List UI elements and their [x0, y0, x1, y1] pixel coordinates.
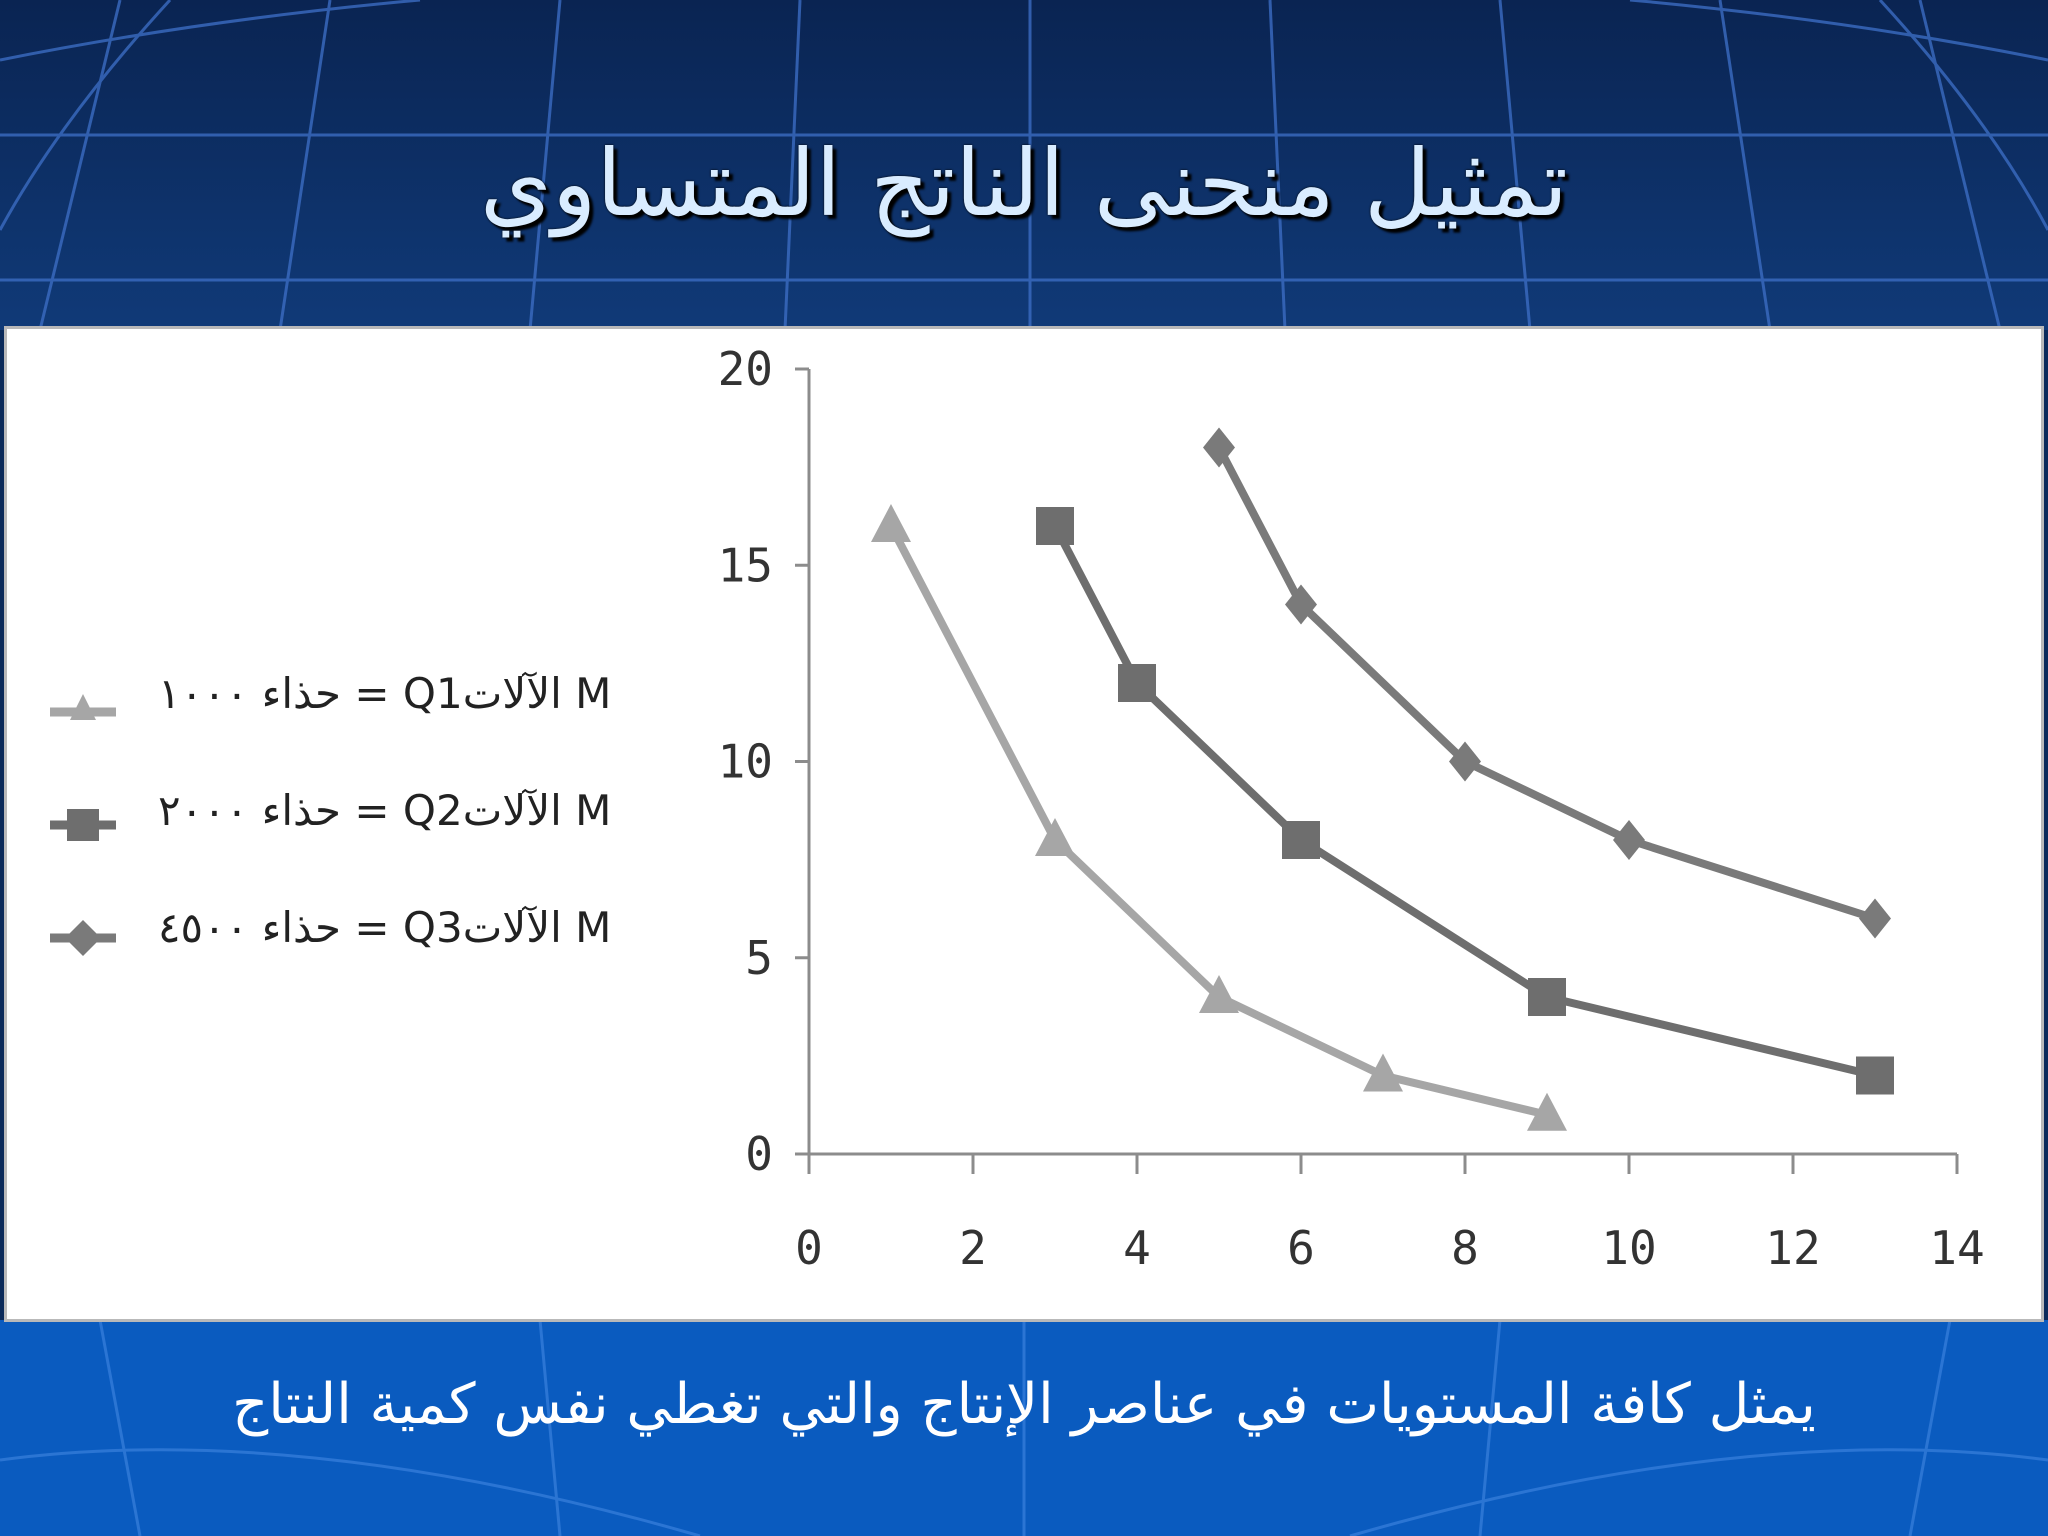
- data-point-q2: [1856, 1056, 1894, 1095]
- data-point-q1: [871, 504, 911, 542]
- slide-caption: يمثل كافة المستويات في عناصر الإنتاج وال…: [232, 1372, 1816, 1437]
- x-tick-label: 6: [1287, 1221, 1315, 1275]
- slide-title: تمثيل منحنى الناتج المتساوي: [479, 130, 1569, 237]
- data-point-q1: [1363, 1053, 1403, 1092]
- series-line-q2: [1051, 524, 1876, 1080]
- data-point-q2: [1118, 664, 1156, 702]
- data-point-q1: [1035, 818, 1075, 856]
- data-point-q3: [1203, 427, 1235, 468]
- isoquant-chart: 0 5 10 15 20 0 2 4 6 8 10 12 14: [718, 342, 1985, 1275]
- x-tick-label: 2: [959, 1221, 987, 1275]
- data-point-q3: [1285, 584, 1317, 625]
- data-point-q1: [1527, 1092, 1567, 1131]
- data-point-q2: [1528, 978, 1566, 1016]
- y-tick-label: 20: [718, 342, 773, 396]
- x-tick-label: 0: [795, 1221, 823, 1275]
- chart-panel: 0 5 10 15 20 0 2 4 6 8 10 12 14: [4, 326, 2044, 1322]
- diamond-marker-icon: [50, 920, 116, 956]
- data-point-q3: [1449, 741, 1481, 782]
- x-tick-label: 14: [1929, 1221, 1984, 1275]
- y-tick-label: 15: [718, 538, 773, 592]
- legend-item-q2: حذاء ٢٠٠٠ = Q2الآلات M: [48, 781, 612, 898]
- data-point-q1: [1199, 975, 1239, 1013]
- y-tick-label: 5: [745, 931, 773, 985]
- legend-item-q1: حذاء ١٠٠٠ = Q1الآلات M: [48, 664, 612, 781]
- y-tick-label: 10: [718, 735, 773, 789]
- data-point-q3: [1613, 820, 1645, 860]
- triangle-marker-icon: [50, 694, 116, 720]
- x-tick-label: 12: [1765, 1221, 1820, 1275]
- x-tick-label: 4: [1123, 1221, 1151, 1275]
- series-line-q1: [887, 524, 1548, 1119]
- square-marker-icon: [50, 809, 116, 841]
- legend-label-q3: حذاء ٤٥٠٠ = Q3الآلات M: [158, 903, 612, 952]
- legend-label-q1: حذاء ١٠٠٠ = Q1الآلات M: [158, 669, 612, 718]
- x-tick-label: 10: [1601, 1221, 1656, 1275]
- x-tick-label: 8: [1451, 1221, 1479, 1275]
- data-point-q3: [1859, 898, 1891, 939]
- y-tick-label: 0: [745, 1127, 773, 1181]
- chart-legend: حذاء ١٠٠٠ = Q1الآلات M حذاء ٢٠٠٠ = Q2الآ…: [48, 664, 612, 1015]
- data-point-q2: [1282, 821, 1320, 859]
- legend-label-q2: حذاء ٢٠٠٠ = Q2الآلات M: [158, 786, 612, 835]
- data-point-q2: [1036, 507, 1074, 545]
- legend-item-q3: حذاء ٤٥٠٠ = Q3الآلات M: [48, 898, 612, 1015]
